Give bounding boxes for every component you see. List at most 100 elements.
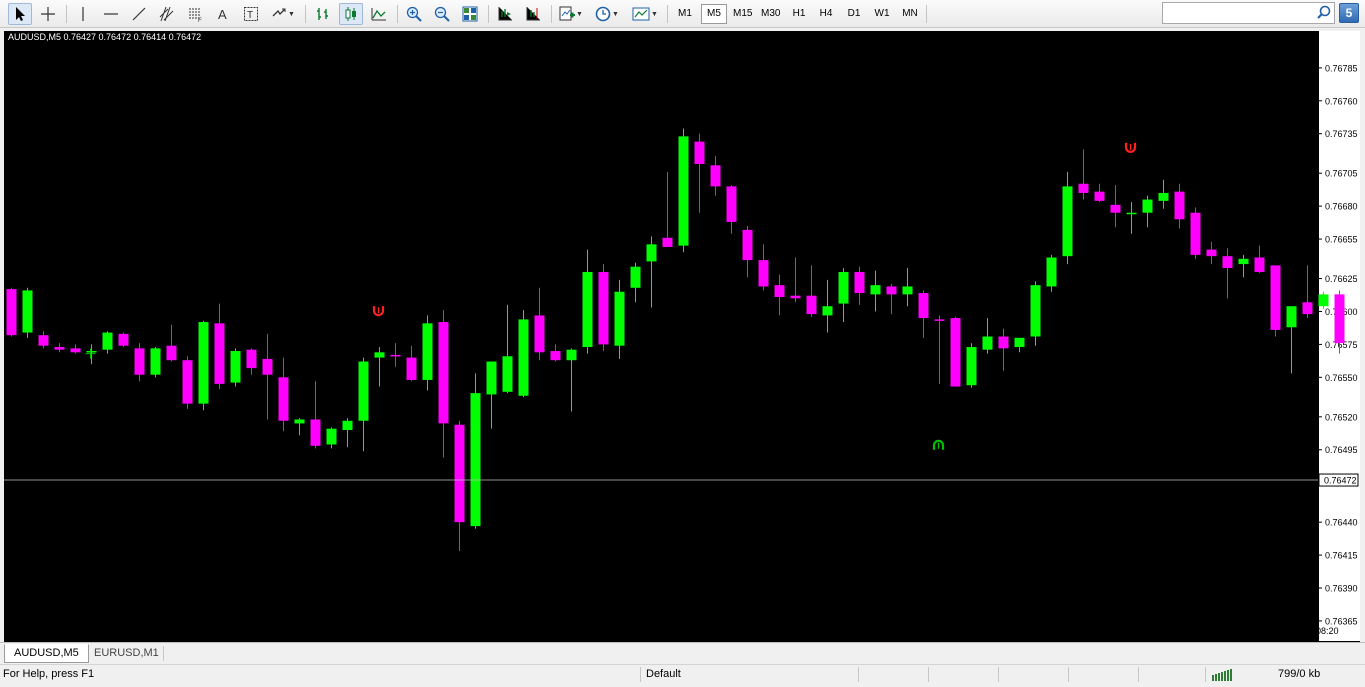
trendline-button[interactable] <box>128 3 150 25</box>
candle-body <box>1286 306 1297 328</box>
zoom-out-icon <box>434 6 450 22</box>
chevron-down-icon: ▼ <box>288 10 295 18</box>
status-bar: For Help, press F1 Default 799/0 kb <box>0 664 1365 682</box>
bull-candle <box>470 373 481 529</box>
templates-dropdown-button[interactable]: ▼ <box>629 3 661 25</box>
candle-body <box>630 266 641 288</box>
zoom-out-button[interactable] <box>430 3 454 25</box>
candle-body <box>166 345 177 361</box>
candle-body <box>1110 204 1121 213</box>
bear-candle <box>182 356 193 409</box>
bull-candle <box>1126 202 1137 234</box>
bull-candle <box>358 357 369 452</box>
bar-chart-button[interactable] <box>311 3 335 25</box>
indicators-dropdown-button[interactable]: ▼ <box>556 3 586 25</box>
candle-body <box>358 361 369 421</box>
bull-candle <box>614 279 625 359</box>
text-label-button[interactable]: T <box>240 3 262 25</box>
search-icon[interactable] <box>1317 5 1331 22</box>
candle-body <box>918 293 929 319</box>
equidistant-channel-button[interactable] <box>156 3 178 25</box>
candle-body <box>470 393 481 527</box>
candle-body <box>678 136 689 246</box>
x-tick-label: 29 May 02:00 <box>68 626 123 636</box>
bear-candle <box>1206 241 1217 265</box>
timeframe-h4-button[interactable]: H4 <box>819 8 833 19</box>
candle-body <box>1238 258 1249 265</box>
chevron-down-icon: ▼ <box>651 10 658 18</box>
candle-body <box>758 260 769 287</box>
candle-body <box>310 419 321 446</box>
line-chart-button[interactable] <box>367 3 391 25</box>
bear-candle <box>70 344 81 354</box>
horizontal-line-button[interactable] <box>100 3 122 25</box>
chart-shift-icon <box>526 7 540 21</box>
bull-candle <box>86 344 97 365</box>
crosshair-tool-button[interactable] <box>36 3 60 25</box>
candle-body <box>6 289 17 336</box>
trendline-icon <box>132 7 146 21</box>
candle-body <box>86 350 97 353</box>
timeframe-w1-button[interactable]: W1 <box>874 8 890 19</box>
tab-eurusd-m1[interactable]: EURUSD,M1 <box>94 647 159 659</box>
candle-body <box>806 295 817 315</box>
notifications-button[interactable]: 5 <box>1339 3 1359 23</box>
bull-candle <box>822 279 833 333</box>
bull-candle <box>566 348 577 412</box>
candlestick-chart-button[interactable] <box>339 3 363 25</box>
channel-icon <box>159 6 174 22</box>
zoom-in-button[interactable] <box>402 3 426 25</box>
signal-arc <box>932 439 945 450</box>
candle-body <box>950 318 961 387</box>
timeframe-d1-button[interactable]: D1 <box>847 8 861 19</box>
candle-body <box>486 361 497 395</box>
tab-audusd-m5[interactable]: AUDUSD,M5 <box>4 644 89 663</box>
bull-candle <box>870 270 881 312</box>
bear-candle <box>390 343 401 367</box>
chart-tabs-bar: AUDUSD,M5 EURUSD,M1 <box>0 642 1365 664</box>
candle-body <box>422 323 433 380</box>
fibonacci-button[interactable]: F <box>184 3 206 25</box>
timeframe-m15-button[interactable]: M15 <box>733 8 753 19</box>
bear-candle <box>38 331 49 349</box>
bear-candle <box>1110 185 1121 228</box>
timeframe-h1-button[interactable]: H1 <box>792 8 806 19</box>
x-tick-label: 29 May 02:40 <box>196 626 251 636</box>
cursor-tool-button[interactable] <box>8 3 32 25</box>
candle-body <box>1014 337 1025 348</box>
price-chart[interactable]: 0.76785 0.76760 0.76735 0.76705 0.76680 0.766… <box>4 31 1360 642</box>
y-tick-label: 0.76520 <box>1325 412 1358 422</box>
bear-candle <box>694 133 705 213</box>
bear-candle <box>278 357 289 432</box>
auto-scroll-button[interactable] <box>493 3 517 25</box>
bear-candle <box>1190 207 1201 259</box>
search-input[interactable] <box>1163 3 1313 23</box>
candle-body <box>710 165 721 187</box>
bear-candle <box>886 283 897 315</box>
candle-body <box>326 428 337 445</box>
timeframe-mn-button[interactable]: MN <box>902 8 918 19</box>
candle-body <box>182 360 193 404</box>
vertical-line-button[interactable] <box>72 3 94 25</box>
bear-candle <box>758 244 769 291</box>
candle-body <box>1222 256 1233 269</box>
candle-body <box>150 348 161 375</box>
bear-candle <box>662 171 673 247</box>
timeframe-m30-button[interactable]: M30 <box>761 8 781 19</box>
sell-signal-arrow-icon <box>1124 142 1137 153</box>
bull-candle <box>1158 179 1169 209</box>
periods-dropdown-button[interactable]: ▼ <box>591 3 623 25</box>
bear-candle <box>598 264 609 351</box>
bull-candle <box>1046 254 1057 292</box>
timeframe-m5-button[interactable]: M5 <box>701 4 727 24</box>
text-tool-button[interactable]: A <box>212 3 234 25</box>
main-toolbar: F A T ▼ ▼ ▼ ▼ <box>0 0 1365 28</box>
candle-body <box>838 271 849 304</box>
bull-candle <box>374 347 385 387</box>
chart-shift-button[interactable] <box>521 3 545 25</box>
tile-windows-button[interactable] <box>458 3 482 25</box>
bear-candle <box>1094 183 1105 203</box>
timeframe-m1-button[interactable]: M1 <box>678 8 692 19</box>
arrows-dropdown-button[interactable]: ▼ <box>268 3 298 25</box>
bear-candle <box>534 287 545 361</box>
